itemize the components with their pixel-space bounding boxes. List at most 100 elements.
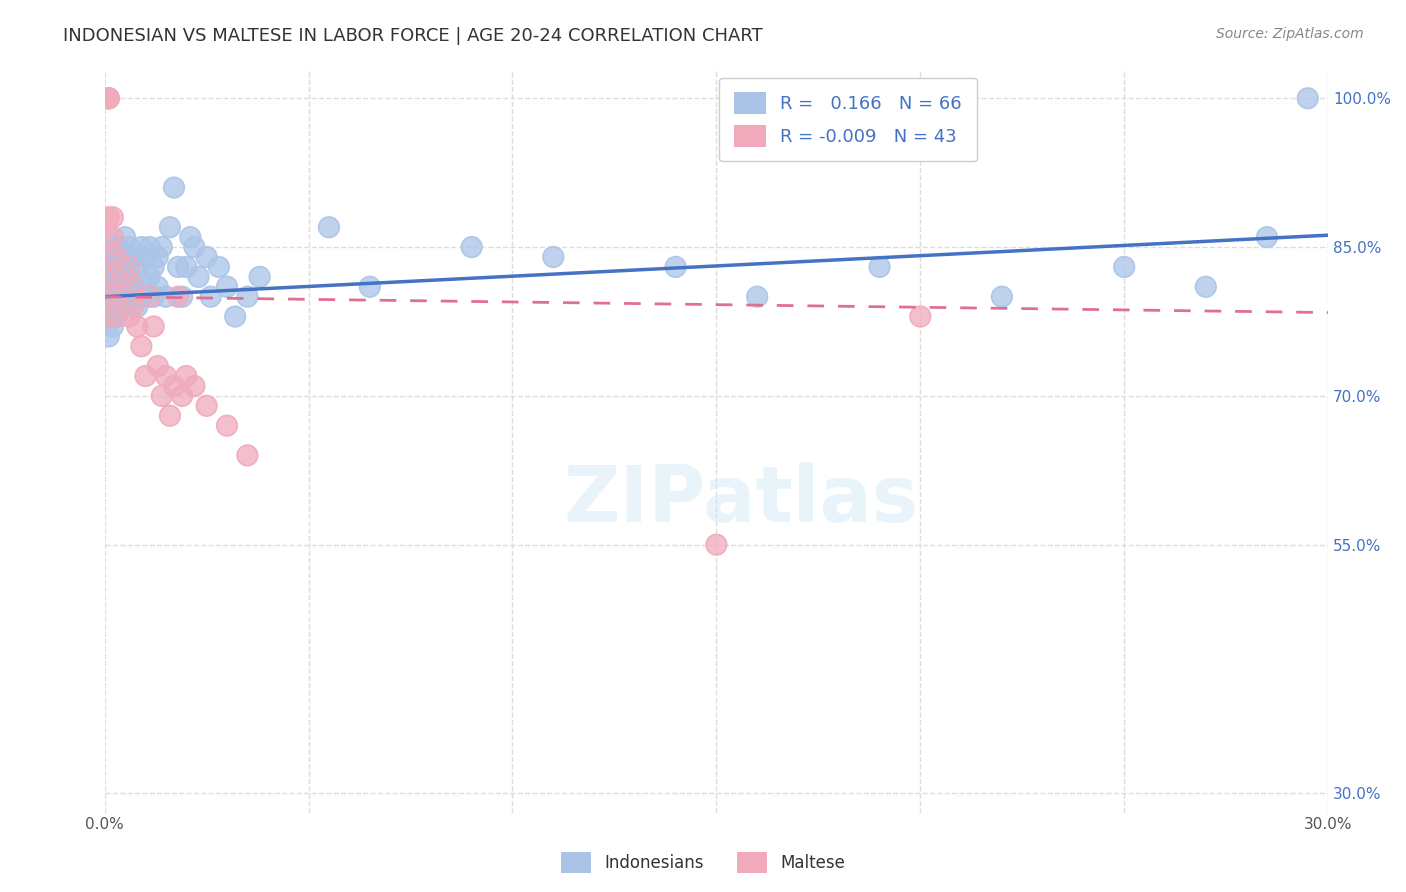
Point [114,260,136,274]
Point [134,369,156,384]
Point [110,300,132,314]
Point [97,91,120,105]
Point [1114,260,1136,274]
Point [114,260,136,274]
Point [131,240,153,254]
Point [174,369,197,384]
Point [163,379,186,393]
Point [97,329,120,343]
Point [174,369,197,384]
Point [1256,230,1278,244]
Point [122,279,145,293]
Point [118,269,141,284]
Point [991,290,1014,304]
Point [183,379,205,393]
Point [318,220,340,235]
Point [110,260,132,274]
Point [101,250,124,264]
Point [142,290,165,304]
Point [134,250,156,264]
Point [127,300,149,314]
Point [97,230,120,244]
Point [105,250,128,264]
Point [1195,279,1218,293]
Point [122,300,145,314]
Point [122,300,145,314]
Point [122,279,145,293]
Point [105,290,128,304]
Point [105,250,128,264]
Point [101,310,124,324]
Point [114,290,136,304]
Point [138,290,160,304]
Point [101,300,124,314]
Point [155,369,177,384]
Point [150,240,173,254]
Point [122,279,145,293]
Point [163,379,186,393]
Point [105,240,128,254]
Point [155,290,177,304]
Point [146,279,169,293]
Point [706,538,728,552]
Point [183,240,205,254]
Point [318,220,340,235]
Point [187,269,209,284]
Point [101,290,124,304]
Point [134,250,156,264]
Point [167,290,190,304]
Text: ZIPatlas: ZIPatlas [564,462,918,538]
Point [114,269,136,284]
Point [224,310,246,324]
Point [224,310,246,324]
Point [101,211,124,225]
Point [138,290,160,304]
Point [97,91,120,105]
Point [101,269,124,284]
Point [142,290,165,304]
Point [142,260,165,274]
Point [543,250,565,264]
Point [118,260,141,274]
Point [167,290,190,304]
Point [101,319,124,334]
Point [105,310,128,324]
Point [101,279,124,293]
Point [127,260,149,274]
Point [215,418,238,433]
Point [461,240,484,254]
Point [114,230,136,244]
Point [179,230,201,244]
Point [131,339,153,353]
Point [114,230,136,244]
Point [105,290,128,304]
Point [127,260,149,274]
Point [97,290,120,304]
Point [146,279,169,293]
Point [131,290,153,304]
Point [249,269,271,284]
Point [215,418,238,433]
Point [167,260,190,274]
Point [142,319,165,334]
Point [142,319,165,334]
Point [101,290,124,304]
Point [174,260,197,274]
Point [105,269,128,284]
Text: INDONESIAN VS MALTESE IN LABOR FORCE | AGE 20-24 CORRELATION CHART: INDONESIAN VS MALTESE IN LABOR FORCE | A… [63,27,763,45]
Point [118,310,141,324]
Point [101,230,124,244]
Point [359,279,381,293]
Point [97,310,120,324]
Point [101,250,124,264]
Point [105,310,128,324]
Point [110,300,132,314]
Point [105,269,128,284]
Point [101,250,124,264]
Point [105,310,128,324]
Point [101,310,124,324]
Point [110,269,132,284]
Point [747,290,769,304]
Point [122,250,145,264]
Point [236,449,259,463]
